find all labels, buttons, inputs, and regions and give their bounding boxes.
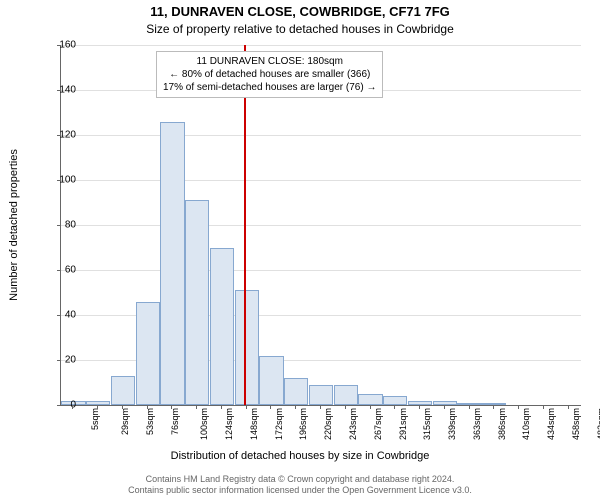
x-tick-label: 339sqm bbox=[447, 408, 457, 440]
x-tick-label: 291sqm bbox=[398, 408, 408, 440]
histogram-bar bbox=[235, 290, 259, 405]
attribution: Contains HM Land Registry data © Crown c… bbox=[0, 474, 600, 496]
chart-title-main: 11, DUNRAVEN CLOSE, COWBRIDGE, CF71 7FG bbox=[0, 4, 600, 19]
y-tick-label: 80 bbox=[46, 220, 76, 231]
x-tick-label: 5sqm bbox=[90, 408, 100, 430]
x-axis-label: Distribution of detached houses by size … bbox=[0, 450, 600, 462]
x-tick-label: 220sqm bbox=[323, 408, 333, 440]
x-tick-label: 243sqm bbox=[348, 408, 358, 440]
y-tick-label: 20 bbox=[46, 355, 76, 366]
plot-area: 11 DUNRAVEN CLOSE: 180sqm← 80% of detach… bbox=[60, 45, 581, 406]
x-tick-label: 172sqm bbox=[274, 408, 284, 440]
chart-title-sub: Size of property relative to detached ho… bbox=[0, 22, 600, 36]
x-tick-label: 196sqm bbox=[299, 408, 309, 440]
x-tick-label: 315sqm bbox=[422, 408, 432, 440]
y-tick-label: 120 bbox=[46, 130, 76, 141]
y-axis-label: Number of detached properties bbox=[8, 149, 20, 301]
reference-line bbox=[244, 45, 246, 405]
y-tick-label: 100 bbox=[46, 175, 76, 186]
x-tick-label: 267sqm bbox=[373, 408, 383, 440]
x-tick-label: 434sqm bbox=[546, 408, 556, 440]
y-tick-label: 140 bbox=[46, 85, 76, 96]
annotation-box: 11 DUNRAVEN CLOSE: 180sqm← 80% of detach… bbox=[156, 51, 383, 98]
histogram-bar bbox=[160, 122, 184, 406]
annotation-line1: 11 DUNRAVEN CLOSE: 180sqm bbox=[163, 55, 376, 68]
y-tick-label: 60 bbox=[46, 265, 76, 276]
histogram-bar bbox=[358, 394, 382, 405]
y-tick-label: 160 bbox=[46, 40, 76, 51]
gridline bbox=[61, 225, 581, 226]
histogram-bar bbox=[210, 248, 234, 406]
histogram-bar bbox=[334, 385, 358, 405]
x-tick-label: 458sqm bbox=[571, 408, 581, 440]
x-tick-label: 363sqm bbox=[472, 408, 482, 440]
histogram-bar bbox=[383, 396, 407, 405]
histogram-bar bbox=[433, 401, 457, 406]
x-tick-label: 148sqm bbox=[249, 408, 259, 440]
x-tick-label: 76sqm bbox=[170, 408, 180, 435]
annotation-line3: 17% of semi-detached houses are larger (… bbox=[163, 81, 376, 94]
gridline bbox=[61, 135, 581, 136]
attribution-line2: Contains public sector information licen… bbox=[0, 485, 600, 496]
attribution-line1: Contains HM Land Registry data © Crown c… bbox=[0, 474, 600, 485]
chart-container: 11, DUNRAVEN CLOSE, COWBRIDGE, CF71 7FG … bbox=[0, 0, 600, 500]
histogram-bar bbox=[111, 376, 135, 405]
gridline bbox=[61, 180, 581, 181]
histogram-bar bbox=[457, 403, 481, 405]
histogram-bar bbox=[259, 356, 283, 406]
x-tick-label: 100sqm bbox=[199, 408, 209, 440]
histogram-bar bbox=[309, 385, 333, 405]
annotation-line2: ← 80% of detached houses are smaller (36… bbox=[163, 68, 376, 81]
gridline bbox=[61, 270, 581, 271]
x-tick-label: 482sqm bbox=[596, 408, 600, 440]
histogram-bar bbox=[185, 200, 209, 405]
histogram-bar bbox=[136, 302, 160, 406]
x-tick-label: 124sqm bbox=[224, 408, 234, 440]
x-tick-label: 410sqm bbox=[521, 408, 531, 440]
x-tick-label: 53sqm bbox=[145, 408, 155, 435]
histogram-bar bbox=[284, 378, 308, 405]
gridline bbox=[61, 45, 581, 46]
x-tick-label: 386sqm bbox=[497, 408, 507, 440]
y-tick-label: 40 bbox=[46, 310, 76, 321]
x-tick-label: 29sqm bbox=[120, 408, 130, 435]
